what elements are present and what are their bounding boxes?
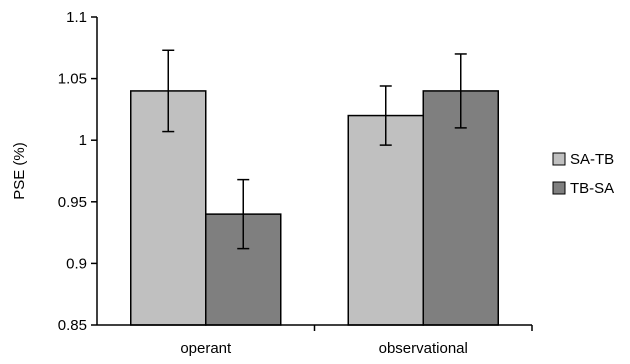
y-tick-label: 0.85 [58, 317, 87, 334]
legend-swatch-tb-sa [552, 181, 566, 195]
y-axis-ticks: 0.85 0.9 0.95 1 1.05 1.1 [58, 9, 97, 334]
y-tick-label: 1.05 [58, 71, 87, 88]
legend-label-sa-tb: SA-TB [570, 151, 614, 168]
legend-swatch-sa-tb [552, 152, 566, 166]
x-category-label: observational [379, 340, 468, 357]
legend-label-tb-sa: TB-SA [570, 180, 614, 197]
y-tick-label: 0.95 [58, 194, 87, 211]
x-category-label: operant [180, 340, 232, 357]
bar-sa-tb-observational [347, 114, 424, 326]
y-axis-title: PSE (%) [11, 142, 28, 200]
error-bars-layer [162, 49, 467, 250]
y-tick-label: 1.1 [66, 9, 87, 26]
x-axis-ticks: operant observational [180, 325, 533, 357]
y-tick-label: 1 [79, 132, 87, 149]
legend: SA-TB TB-SA [552, 151, 614, 197]
bars-layer [130, 90, 499, 326]
y-tick-label: 0.9 [66, 255, 87, 272]
